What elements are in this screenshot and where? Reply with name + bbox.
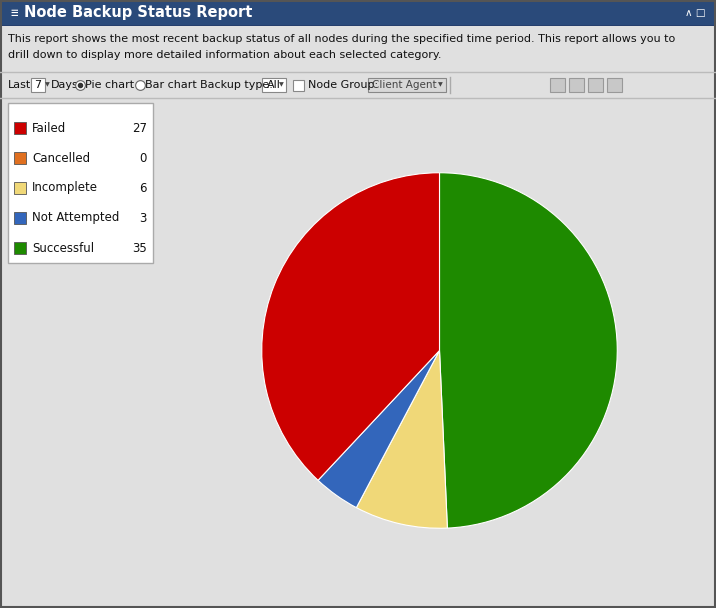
- Text: This report shows the most recent backup status of all nodes during the specifie: This report shows the most recent backup…: [8, 34, 675, 44]
- FancyBboxPatch shape: [607, 78, 622, 92]
- FancyBboxPatch shape: [8, 103, 153, 263]
- FancyBboxPatch shape: [550, 78, 565, 92]
- Text: 35: 35: [132, 241, 147, 255]
- Wedge shape: [440, 173, 617, 528]
- Text: 7: 7: [34, 80, 42, 90]
- Text: 3: 3: [140, 212, 147, 224]
- FancyBboxPatch shape: [0, 0, 716, 26]
- Text: Incomplete: Incomplete: [32, 182, 98, 195]
- Text: Successful: Successful: [32, 241, 94, 255]
- FancyBboxPatch shape: [14, 152, 26, 164]
- Text: ▼: ▼: [279, 83, 284, 88]
- Text: 6: 6: [140, 182, 147, 195]
- FancyBboxPatch shape: [262, 78, 286, 92]
- Text: Backup type:: Backup type:: [200, 80, 273, 90]
- Text: Node Backup Status Report: Node Backup Status Report: [24, 5, 252, 21]
- Text: Bar chart: Bar chart: [145, 80, 197, 90]
- Text: Node Group:: Node Group:: [308, 80, 378, 90]
- Text: Cancelled: Cancelled: [32, 151, 90, 165]
- Text: 27: 27: [132, 122, 147, 134]
- FancyBboxPatch shape: [588, 78, 603, 92]
- FancyBboxPatch shape: [368, 78, 446, 92]
- Wedge shape: [262, 173, 440, 480]
- Text: 0: 0: [140, 151, 147, 165]
- Text: ▼: ▼: [45, 83, 49, 88]
- Wedge shape: [357, 350, 448, 528]
- Text: Not Attempted: Not Attempted: [32, 212, 120, 224]
- Text: All: All: [267, 80, 281, 90]
- Text: ∧ □: ∧ □: [685, 8, 706, 18]
- Text: Client Agent: Client Agent: [372, 80, 437, 90]
- Text: drill down to display more detailed information about each selected category.: drill down to display more detailed info…: [8, 50, 442, 60]
- FancyBboxPatch shape: [569, 78, 584, 92]
- Text: Failed: Failed: [32, 122, 67, 134]
- Text: Days: Days: [51, 80, 79, 90]
- FancyBboxPatch shape: [31, 78, 45, 92]
- Text: Pie chart: Pie chart: [85, 80, 134, 90]
- FancyBboxPatch shape: [14, 122, 26, 134]
- FancyBboxPatch shape: [14, 242, 26, 254]
- FancyBboxPatch shape: [0, 26, 716, 72]
- Text: ≡: ≡: [10, 7, 17, 19]
- Wedge shape: [318, 350, 440, 508]
- FancyBboxPatch shape: [14, 182, 26, 194]
- Text: ▼: ▼: [438, 83, 442, 88]
- Text: Last: Last: [8, 80, 32, 90]
- FancyBboxPatch shape: [293, 80, 304, 91]
- FancyBboxPatch shape: [14, 212, 26, 224]
